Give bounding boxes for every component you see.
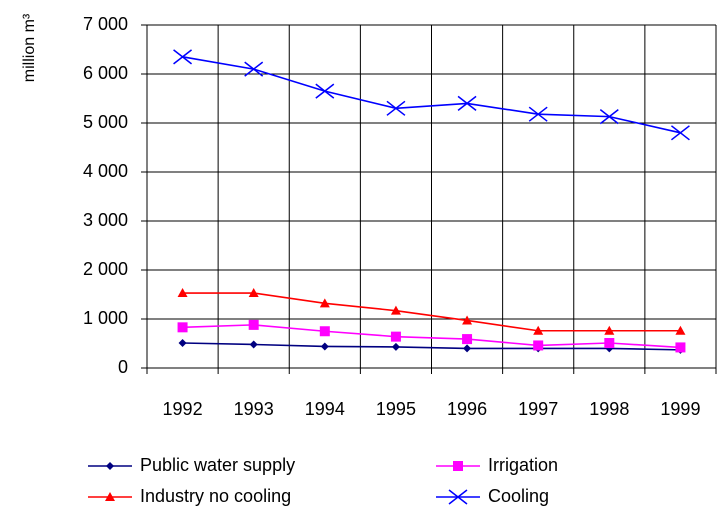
x-tick-label: 1997 xyxy=(518,399,558,419)
marker xyxy=(463,344,472,353)
marker xyxy=(319,326,330,337)
series-line xyxy=(182,292,681,332)
series-line xyxy=(182,342,681,351)
marker xyxy=(105,492,115,501)
x-tick-label: 1994 xyxy=(305,399,345,419)
series-line xyxy=(182,56,681,134)
marker xyxy=(462,334,473,345)
marker xyxy=(248,319,259,330)
y-tick-label: 5 000 xyxy=(83,112,128,132)
marker xyxy=(448,489,468,505)
x-tick-label: 1998 xyxy=(589,399,629,419)
y-tick-label: 6 000 xyxy=(83,63,128,83)
marker xyxy=(178,339,187,348)
marker xyxy=(249,340,258,349)
marker xyxy=(462,315,473,325)
marker xyxy=(675,325,686,335)
y-tick-label: 3 000 xyxy=(83,210,128,230)
marker xyxy=(533,325,544,335)
marker xyxy=(599,109,619,125)
x-tick-label: 1993 xyxy=(234,399,274,419)
x-tick-label: 1999 xyxy=(660,399,700,419)
legend-label: Industry no cooling xyxy=(140,486,291,506)
marker xyxy=(528,106,548,122)
marker xyxy=(319,298,330,308)
marker xyxy=(177,322,188,333)
marker xyxy=(457,95,477,111)
y-axis-label: million m³ xyxy=(21,13,38,82)
marker xyxy=(390,331,401,342)
marker xyxy=(106,462,114,470)
marker xyxy=(670,125,690,141)
legend-label: Cooling xyxy=(488,486,549,506)
x-tick-label: 1992 xyxy=(163,399,203,419)
marker xyxy=(675,342,686,353)
series-line xyxy=(182,324,681,349)
x-tick-label: 1996 xyxy=(447,399,487,419)
marker xyxy=(604,338,615,349)
marker xyxy=(177,288,188,298)
marker xyxy=(315,83,335,99)
x-tick-label: 1995 xyxy=(376,399,416,419)
marker xyxy=(390,305,401,315)
y-tick-label: 2 000 xyxy=(83,259,128,279)
marker xyxy=(453,461,463,471)
marker xyxy=(173,49,193,65)
marker xyxy=(386,100,406,116)
y-tick-label: 4 000 xyxy=(83,161,128,181)
y-tick-label: 1 000 xyxy=(83,308,128,328)
marker xyxy=(244,61,264,77)
legend-label: Public water supply xyxy=(140,455,295,475)
y-tick-label: 0 xyxy=(118,357,128,377)
legend-label: Irrigation xyxy=(488,455,558,475)
marker xyxy=(533,340,544,351)
marker xyxy=(320,342,329,351)
y-tick-label: 7 000 xyxy=(83,14,128,34)
marker xyxy=(391,342,400,351)
marker xyxy=(248,288,259,298)
marker xyxy=(604,325,615,335)
